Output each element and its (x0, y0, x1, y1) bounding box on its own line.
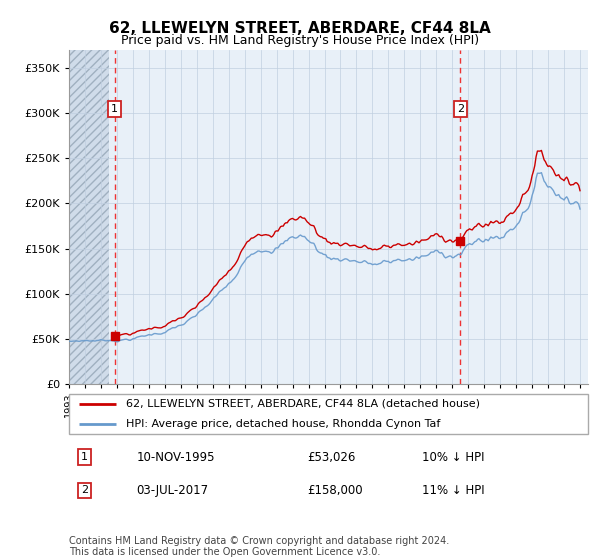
Text: 03-JUL-2017: 03-JUL-2017 (136, 484, 209, 497)
Text: Contains HM Land Registry data © Crown copyright and database right 2024.
This d: Contains HM Land Registry data © Crown c… (69, 535, 449, 557)
Text: 1: 1 (81, 452, 88, 462)
Text: HPI: Average price, detached house, Rhondda Cynon Taf: HPI: Average price, detached house, Rhon… (126, 419, 440, 429)
Text: £53,026: £53,026 (308, 451, 356, 464)
FancyBboxPatch shape (69, 394, 588, 434)
Text: Price paid vs. HM Land Registry's House Price Index (HPI): Price paid vs. HM Land Registry's House … (121, 34, 479, 46)
Text: 1: 1 (111, 104, 118, 114)
Bar (69, 50, 109, 384)
Text: 2: 2 (81, 486, 88, 495)
Text: 2: 2 (457, 104, 464, 114)
Text: 10% ↓ HPI: 10% ↓ HPI (422, 451, 484, 464)
Text: 11% ↓ HPI: 11% ↓ HPI (422, 484, 485, 497)
Text: 62, LLEWELYN STREET, ABERDARE, CF44 8LA (detached house): 62, LLEWELYN STREET, ABERDARE, CF44 8LA … (126, 399, 480, 409)
Text: £158,000: £158,000 (308, 484, 364, 497)
Text: 10-NOV-1995: 10-NOV-1995 (136, 451, 215, 464)
Text: 62, LLEWELYN STREET, ABERDARE, CF44 8LA: 62, LLEWELYN STREET, ABERDARE, CF44 8LA (109, 21, 491, 36)
